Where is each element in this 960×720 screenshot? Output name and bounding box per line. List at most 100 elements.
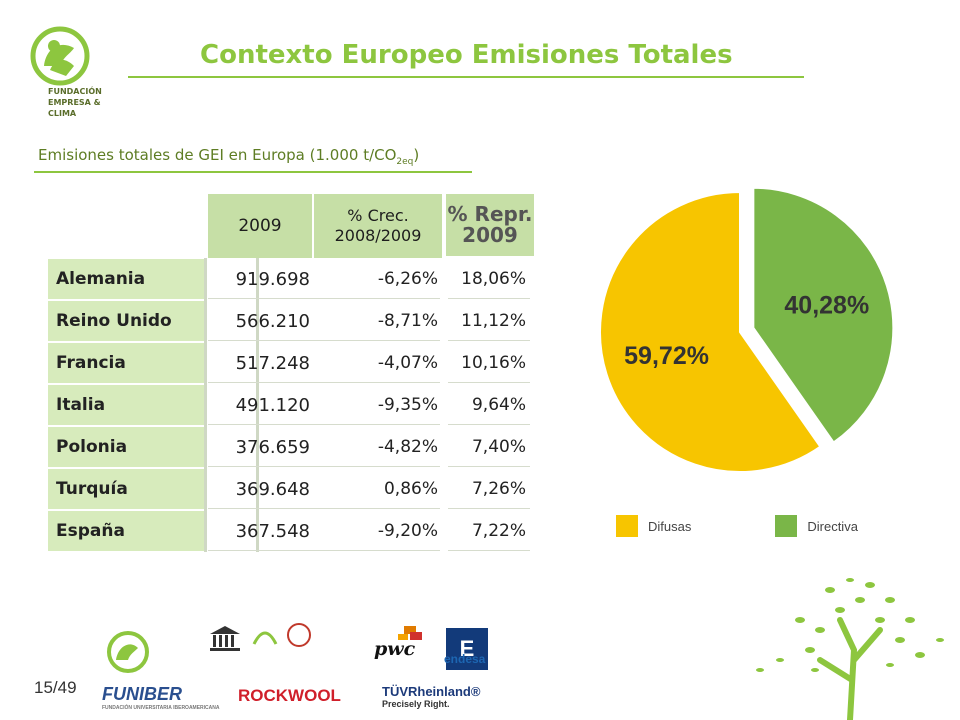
country-cell: Turquía	[48, 469, 204, 509]
row-line	[208, 508, 314, 509]
row-line	[312, 424, 440, 425]
row-line	[312, 466, 440, 467]
page-title: Contexto Europeo Emisiones Totales	[200, 40, 733, 70]
tree-decoration-icon	[756, 578, 944, 720]
row-line	[448, 340, 530, 341]
table-subtitle: Emisiones totales de GEI en Europa (1.00…	[38, 146, 419, 167]
funiber-caption: FUNDACIÓN UNIVERSITARIA IBEROAMERICANA	[102, 705, 220, 711]
title-underline	[128, 76, 804, 78]
row-line	[208, 466, 314, 467]
value-2009-cell: 376.659	[235, 436, 310, 458]
subtitle-subscript: 2eq	[396, 157, 414, 167]
pie-slice-difusas	[599, 190, 822, 473]
value-2009-cell: 369.648	[235, 478, 310, 500]
fundacion-logo-text: FUNDACIÓN EMPRESA & CLIMA	[48, 86, 102, 119]
legend-label-difusas: Difusas	[648, 518, 692, 534]
legend-item-directiva: Directiva	[775, 515, 858, 537]
repr-cell: 10,16%	[461, 353, 526, 373]
tuv-logo: TÜVRheinland® Precisely Right.	[382, 684, 480, 709]
country-cell: Italia	[48, 385, 204, 425]
column-divider	[204, 426, 207, 468]
header-2009: 2009	[208, 194, 312, 258]
legend-swatch-directiva	[775, 515, 798, 537]
esci-icon	[287, 623, 311, 647]
funiber-logo: FUNIBER FUNDACIÓN UNIVERSITARIA IBEROAME…	[102, 684, 220, 711]
row-line	[448, 508, 530, 509]
tuv-brand: TÜVRheinland®	[382, 684, 481, 699]
country-cell: Polonia	[48, 427, 204, 467]
pwc-logo: pwc	[374, 638, 416, 660]
column-divider	[204, 258, 207, 300]
crec-cell: -6,26%	[377, 269, 438, 289]
subtitle-close: )	[413, 146, 420, 164]
repr-cell: 9,64%	[471, 395, 526, 415]
header-crec: % Crec. 2008/2009	[314, 194, 442, 258]
fundacion-logo-icon	[30, 26, 90, 86]
value-2009-cell: 491.120	[235, 394, 310, 416]
row-line	[448, 298, 530, 299]
column-divider	[204, 510, 207, 552]
table-row: Turquía 369.648 0,86% 7,26%	[48, 468, 534, 510]
endesa-logo-mark: E	[446, 628, 488, 670]
row-line	[448, 466, 530, 467]
column-divider	[256, 510, 259, 552]
column-divider	[256, 426, 259, 468]
repr-separator	[444, 468, 448, 510]
column-divider	[204, 300, 207, 342]
emissions-pie-chart: 40,28% 59,72%	[599, 186, 895, 473]
fundacion-small-logo-icon	[107, 631, 149, 673]
row-line	[312, 550, 440, 551]
crec-cell: -9,35%	[377, 395, 438, 415]
crec-cell: -4,82%	[377, 437, 438, 457]
unitwin-icon	[252, 631, 278, 645]
country-cell: Alemania	[48, 259, 204, 299]
repr-separator	[444, 300, 448, 342]
country-cell: Francia	[48, 343, 204, 383]
subtitle-underline	[34, 171, 472, 173]
crec-cell: 0,86%	[383, 479, 438, 499]
column-divider	[256, 300, 259, 342]
row-line	[208, 424, 314, 425]
legend-item-difusas: Difusas	[616, 515, 691, 537]
repr-separator	[444, 258, 448, 300]
pie-slice-directiva	[752, 186, 895, 444]
table-row: España 367.548 -9,20% 7,22%	[48, 510, 534, 552]
column-divider	[256, 258, 259, 300]
table-row: Alemania 919.698 -6,26% 18,06%	[48, 258, 534, 300]
row-line	[208, 382, 314, 383]
row-line	[312, 382, 440, 383]
repr-cell: 7,26%	[471, 479, 526, 499]
row-line	[208, 550, 314, 551]
crec-cell: -4,07%	[377, 353, 438, 373]
column-divider	[256, 384, 259, 426]
subtitle-text: Emisiones totales de GEI en Europa (1.00…	[38, 146, 397, 164]
legend-label-directiva: Directiva	[807, 518, 858, 534]
repr-separator	[444, 342, 448, 384]
row-line	[448, 424, 530, 425]
row-line	[208, 340, 314, 341]
table-row: Reino Unido 566.210 -8,71% 11,12%	[48, 300, 534, 342]
legend-swatch-difusas	[616, 515, 638, 537]
repr-separator	[444, 426, 448, 468]
column-divider	[256, 468, 259, 510]
table-row: Polonia 376.659 -4,82% 7,40%	[48, 426, 534, 468]
pie-legend: Difusas Directiva	[616, 515, 858, 537]
emissions-table: Alemania 919.698 -6,26% 18,06% Reino Unido 56…	[48, 258, 534, 552]
row-line	[448, 550, 530, 551]
table-row: Francia 517.248 -4,07% 10,16%	[48, 342, 534, 384]
row-line	[208, 298, 314, 299]
repr-cell: 18,06%	[461, 269, 526, 289]
repr-separator	[444, 384, 448, 426]
row-line	[312, 340, 440, 341]
crec-cell: -9,20%	[377, 521, 438, 541]
unesco-temple-icon	[210, 626, 240, 651]
row-line	[448, 382, 530, 383]
header-repr: % Repr. 2009	[446, 194, 534, 256]
rockwool-logo: ROCKWOOL	[238, 686, 341, 705]
column-divider	[204, 384, 207, 426]
value-2009-cell: 566.210	[235, 310, 310, 332]
repr-separator	[444, 510, 448, 552]
logo-line-3: CLIMA	[48, 109, 77, 118]
repr-cell: 7,22%	[471, 521, 526, 541]
column-divider	[204, 342, 207, 384]
